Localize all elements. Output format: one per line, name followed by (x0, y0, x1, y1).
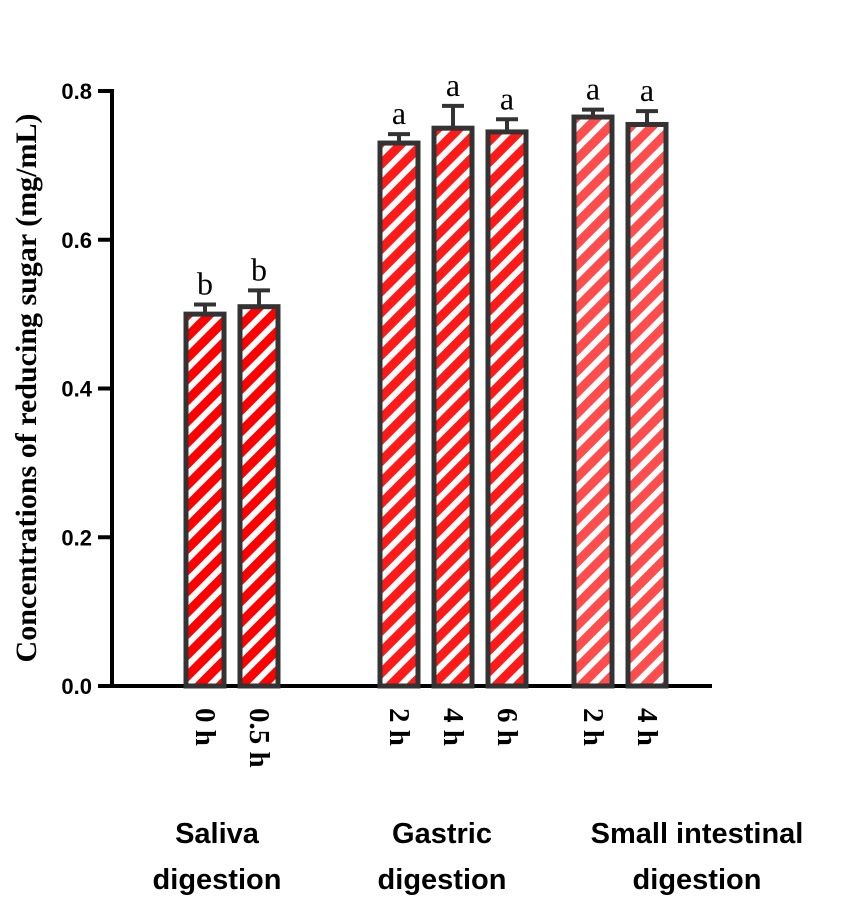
x-tick-label: 2 h (577, 708, 609, 746)
significance-label: a (446, 67, 460, 103)
bar (571, 114, 615, 689)
y-tick-label: 0.0 (61, 674, 92, 699)
group-label: digestion (378, 864, 507, 896)
significance-label: a (392, 95, 406, 131)
significance-label: b (197, 265, 213, 301)
bar (431, 125, 475, 689)
group-label: Gastric (392, 818, 492, 850)
significance-label: a (500, 80, 514, 116)
significance-label: a (586, 71, 600, 107)
x-tick-label: 6 h (491, 708, 523, 746)
bar (377, 140, 421, 689)
significance-label: a (640, 72, 654, 108)
y-axis-label: Concentrations of reducing sugar (mg/mL) (10, 114, 43, 663)
y-tick-label: 0.8 (61, 79, 92, 104)
bar (237, 304, 281, 689)
group-label: digestion (153, 864, 282, 896)
x-tick-label: 2 h (383, 708, 415, 746)
x-tick-label: 0 h (189, 708, 221, 746)
x-tick-label: 4 h (437, 708, 469, 746)
y-tick-label: 0.2 (61, 525, 92, 550)
group-label: digestion (633, 864, 762, 896)
group-label: Saliva (175, 818, 260, 850)
group-label: Small intestinal (591, 818, 804, 850)
x-tick-label: 4 h (631, 708, 663, 746)
group-labels: Saliva digestion Gastric digestion Small int… (153, 818, 804, 896)
x-tick-label: 0.5 h (243, 708, 275, 768)
y-tick-label: 0.4 (61, 377, 92, 402)
bar (625, 121, 669, 689)
y-tick-label: 0.6 (61, 228, 92, 253)
significance-label: b (251, 251, 267, 287)
bar (485, 129, 529, 689)
bar (183, 311, 227, 689)
x-tick-labels: 0 h 0.5 h 2 h 4 h 6 h 2 h 4 h (189, 708, 663, 768)
bars-layer: b b a a a a a (183, 67, 669, 689)
